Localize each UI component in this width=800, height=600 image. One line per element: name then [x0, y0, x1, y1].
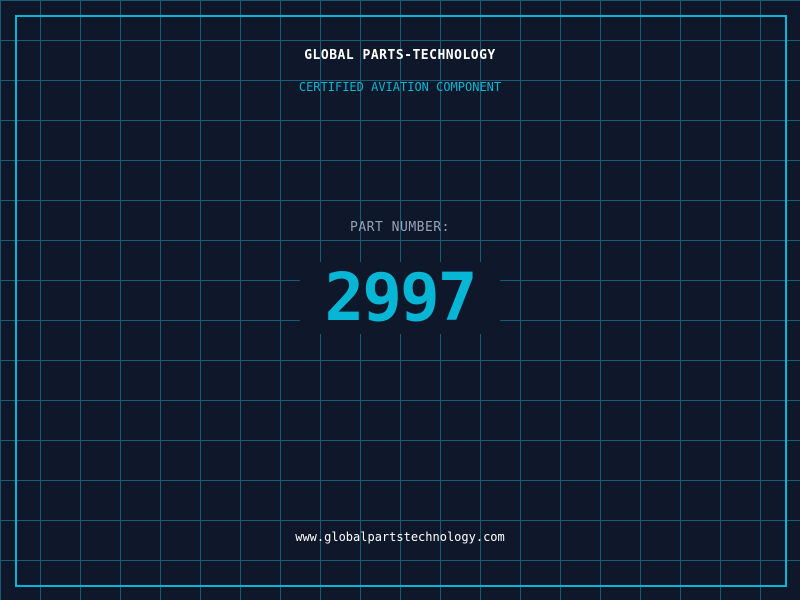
border-frame [15, 15, 787, 587]
part-number-backdrop [300, 262, 500, 334]
part-number-label: PART NUMBER: [350, 220, 450, 235]
company-title: GLOBAL PARTS-TECHNOLOGY [304, 48, 496, 63]
website-url: www.globalpartstechnology.com [295, 530, 505, 544]
certification-subtitle: CERTIFIED AVIATION COMPONENT [298, 80, 502, 94]
part-number-value: 2997 [324, 259, 478, 336]
